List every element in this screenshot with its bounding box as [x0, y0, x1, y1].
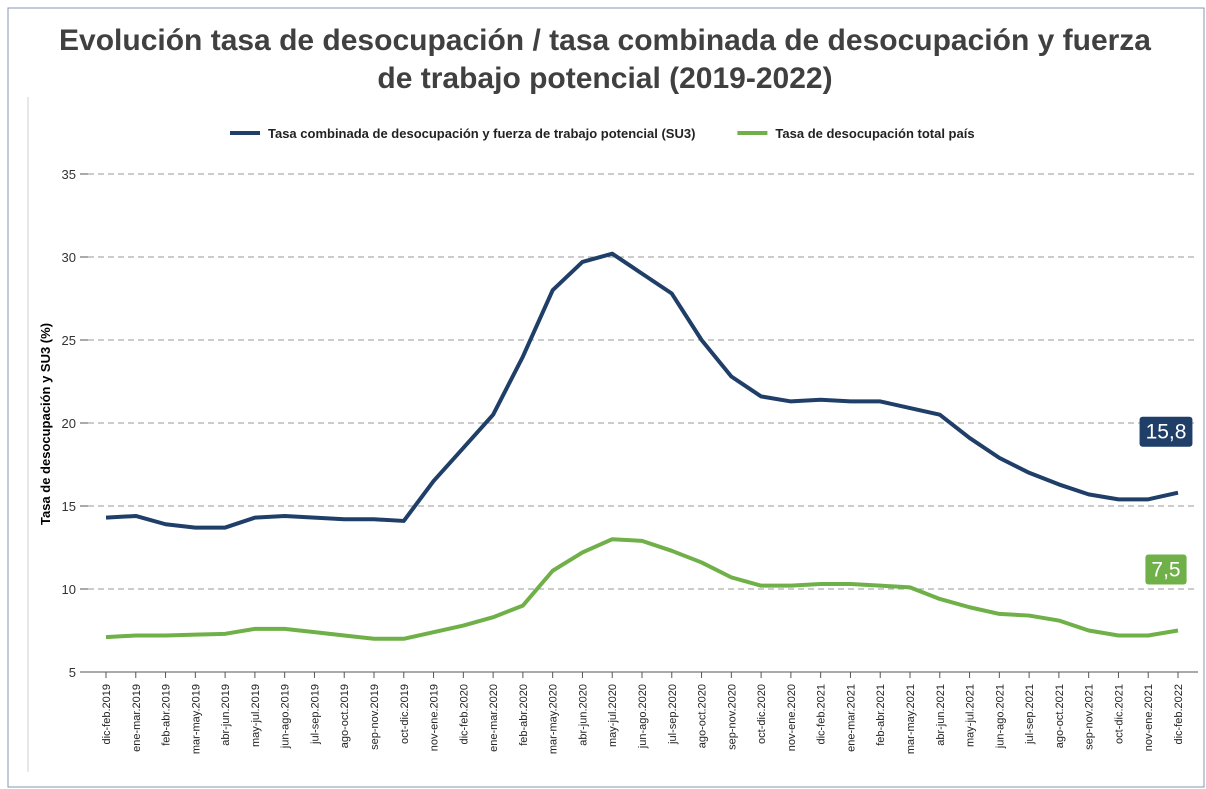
- value-label-text: 7,5: [1151, 559, 1180, 582]
- x-tick-label: oct-dic.2019: [399, 684, 411, 744]
- x-tick-label: oct-dic.2020: [756, 684, 768, 744]
- x-tick-label: jun-ago.2020: [637, 684, 649, 749]
- x-tick-label: sep-nov.2020: [726, 684, 738, 750]
- y-tick-label: 30: [62, 250, 76, 265]
- series-line: [105, 537, 1179, 641]
- x-tick-label: mar-may.2019: [190, 684, 202, 754]
- y-tick-label: 35: [62, 167, 76, 182]
- y-tick-label: 15: [62, 499, 76, 514]
- x-tick-label: nov-ene.2021: [1143, 684, 1155, 751]
- x-tick-label: jul-sep.2021: [1024, 684, 1036, 745]
- y-tick-label: 20: [62, 416, 76, 431]
- x-tick-label: may-jul.2019: [250, 684, 262, 747]
- x-tick-label: ago-oct.2020: [697, 684, 709, 748]
- chart-title: Evolución tasa de desocupación / tasa co…: [59, 24, 1151, 95]
- x-tick-label: jun-ago.2019: [280, 684, 292, 749]
- x-tick-label: sep-nov.2021: [1084, 684, 1096, 750]
- x-tick-label: jun-ago.2021: [994, 684, 1006, 749]
- x-tick-label: ene-mar.2019: [131, 684, 143, 752]
- x-tick-label: may-jul.2021: [965, 684, 977, 747]
- x-tick-label: oct-dic.2021: [1113, 684, 1125, 744]
- x-tick-label: feb-abr.2019: [161, 684, 173, 746]
- value-label-text: 15,8: [1146, 421, 1187, 444]
- x-tick-label: mar-may.2020: [548, 684, 560, 754]
- x-tick-label: dic-feb.2021: [816, 684, 828, 745]
- frame: [7, 7, 1205, 788]
- x-tick-label: sep-nov.2019: [369, 684, 381, 750]
- x-tick-label: ene-mar.2020: [488, 684, 500, 752]
- x-tick-label: nov-ene.2019: [429, 684, 441, 751]
- x-tick-label: abr-jun.2020: [577, 684, 589, 746]
- x-tick-label: dic-feb.2020: [458, 684, 470, 745]
- y-tick-label: 25: [62, 333, 76, 348]
- x-tick-label: ene-mar.2021: [845, 684, 857, 752]
- x-tick-label: jul-sep.2020: [667, 684, 679, 745]
- x-tick-label: feb-abr.2021: [875, 684, 887, 746]
- x-tick-label: nov-ene.2020: [786, 684, 798, 751]
- y-tick-label: 5: [69, 665, 76, 680]
- x-tick-label: abr-jun.2021: [935, 684, 947, 746]
- x-tick-label: dic-feb.2022: [1173, 684, 1185, 745]
- value-label-box: [1139, 416, 1193, 447]
- x-tick-label: dic-feb.2019: [101, 684, 113, 745]
- value-label: 15,8: [1139, 416, 1193, 447]
- value-label: 7,5: [1145, 554, 1187, 585]
- x-tick-label: feb-abr.2020: [518, 684, 530, 746]
- x-tick-label: may-jul.2020: [607, 684, 619, 747]
- y-axis-label: Tasa de desocupación y SU3 (%): [38, 323, 53, 525]
- y-tick-label: 10: [62, 582, 76, 597]
- legend-label: Tasa combinada de desocupación y fuerza …: [268, 126, 695, 141]
- x-tick-label: ago-oct.2021: [1054, 684, 1066, 748]
- series-line: [105, 251, 1179, 530]
- x-tick-label: ago-oct.2019: [339, 684, 351, 748]
- value-label-box: [1145, 554, 1187, 585]
- x-tick-label: mar-may.2021: [905, 684, 917, 754]
- legend-label: Tasa de desocupación total país: [775, 126, 974, 141]
- x-tick-label: abr-jun.2019: [220, 684, 232, 746]
- x-tick-label: jul-sep.2019: [309, 684, 321, 745]
